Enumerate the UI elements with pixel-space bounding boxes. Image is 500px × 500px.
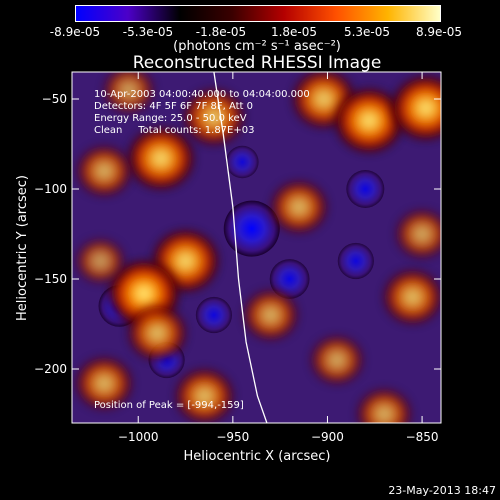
colorbar-tick-label: 8.9e-05 xyxy=(416,25,462,39)
y-axis-label: Heliocentric Y (arcsec) xyxy=(15,175,30,321)
heatmap-bright-source xyxy=(104,72,153,112)
heatmap-bright-source xyxy=(397,211,441,257)
x-axis-label: Heliocentric X (arcsec) xyxy=(184,449,331,464)
heatmap-bright-source xyxy=(77,240,124,282)
heatmap-bright-source xyxy=(77,358,132,409)
heatmap-bright-source xyxy=(311,337,362,383)
y-tick-label: −150 xyxy=(34,272,67,286)
annotation-time-range: 10-Apr-2003 04:00:40.000 to 04:04:00.000 xyxy=(94,89,310,100)
heatmap-dark-source xyxy=(269,259,310,299)
x-tick-label: −900 xyxy=(311,430,344,444)
heatmap-bright-source xyxy=(128,128,193,189)
y-tick-label: −100 xyxy=(34,182,67,196)
colorbar-tick-label: 5.3e-05 xyxy=(344,25,390,39)
colorbar-unit-label: (photons cm⁻² s⁻¹ asec⁻²) xyxy=(173,39,341,54)
y-axis-ticks: −50 −100 −150 −200 xyxy=(34,92,441,376)
colorbar-ticks: -8.9e-05 -5.3e-05 -1.8e-05 1.8e-05 5.3e-… xyxy=(50,25,462,39)
colorbar-tick-label: 1.8e-05 xyxy=(271,25,317,39)
solar-limb-curve xyxy=(213,72,268,423)
heatmap-bright-source xyxy=(244,291,297,339)
heatmap-dark-source xyxy=(195,296,233,334)
annotation-counts: Clean Total counts: 1.87E+03 xyxy=(94,125,254,136)
chart-title: Reconstructed RHESSI Image xyxy=(133,53,382,73)
y-tick-label: −200 xyxy=(34,362,67,376)
heatmap-bright-source xyxy=(184,90,243,144)
plot-frame xyxy=(71,71,442,424)
heatmap-dark-source xyxy=(226,145,259,179)
colorbar-tick-label: -8.9e-05 xyxy=(50,25,100,39)
x-tick-label: −950 xyxy=(216,430,249,444)
heatmap-blobs xyxy=(72,72,441,423)
heatmap-dark-source xyxy=(337,242,374,280)
annotation-detectors: Detectors: 4F 5F 6F 7F 8F, Att 0 xyxy=(94,101,253,112)
plot-area: −1000 −950 −900 −850 −50 −100 −150 −200 xyxy=(34,71,442,444)
heatmap-bright-source xyxy=(336,89,403,152)
x-tick-label: −1000 xyxy=(118,430,159,444)
heatmap-bright-source xyxy=(78,147,131,195)
heatmap-dark-source xyxy=(223,200,280,257)
heatmap-bright-source xyxy=(272,182,327,232)
heatmap-bright-source xyxy=(358,390,411,423)
x-axis-ticks: −1000 −950 −900 −850 xyxy=(118,72,439,444)
x-tick-label: −850 xyxy=(406,430,439,444)
heatmap-bright-source xyxy=(384,271,441,323)
colorbar-tick-label: -1.8e-05 xyxy=(196,25,246,39)
annotation-peak-position: Position of Peak = [-994,-159] xyxy=(94,400,244,411)
heatmap-dark-source xyxy=(346,170,385,208)
heatmap-bright-source xyxy=(176,370,233,422)
colorbar xyxy=(75,5,441,22)
y-tick-label: −50 xyxy=(42,92,67,106)
heatmap-bright-source xyxy=(129,307,186,359)
annotation-energy-range: Energy Range: 25.0 - 50.0 keV xyxy=(94,113,247,124)
colorbar-tick-label: -5.3e-05 xyxy=(123,25,173,39)
footer-timestamp: 23-May-2013 18:47 xyxy=(388,484,496,497)
heatmap-bright-source xyxy=(392,77,441,139)
